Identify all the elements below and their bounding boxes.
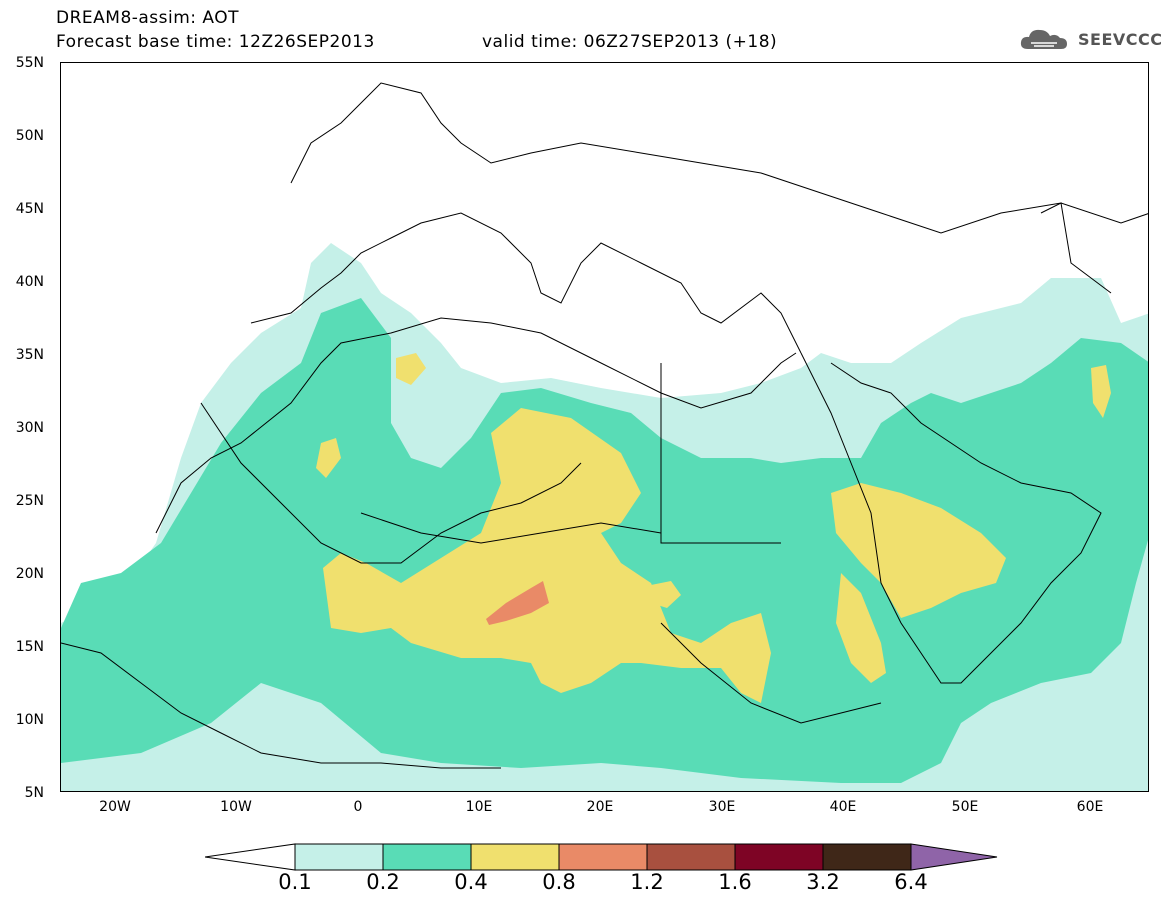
lon-label-30e: 30E [708, 799, 736, 815]
lat-label-40n: 40N [15, 274, 44, 290]
aot-contour-0.4-chad [651, 581, 681, 608]
lat-label-15n: 15N [15, 639, 44, 655]
aot-contour-0.4-redsea [836, 573, 886, 683]
lat-label-30n: 30N [15, 420, 44, 436]
colorbar-label-0.1: 0.1 [278, 870, 312, 894]
lon-label-20w: 20W [99, 799, 131, 815]
colorbar-under-arrow [205, 843, 296, 871]
colorbar-label-0.2: 0.2 [366, 870, 400, 894]
aot-contour-0.8 [486, 581, 549, 625]
logo-text: SEEVCCC [1078, 29, 1163, 49]
colorbar [205, 843, 998, 871]
lat-label-20n: 20N [15, 566, 44, 582]
colorbar-swatch-3 [470, 843, 560, 871]
valid-time: valid time: 06Z27SEP2013 (+18) [482, 32, 778, 52]
title-line-1: DREAM8-assim: AOT [56, 8, 240, 28]
lat-label-55n: 55N [15, 55, 44, 71]
forecast-base-time: Forecast base time: 12Z26SEP2013 [56, 32, 375, 52]
colorbar-swatch-2 [382, 843, 472, 871]
colorbar-over-arrow [910, 843, 998, 871]
colorbar-label-3.2: 3.2 [806, 870, 840, 894]
lat-label-5n: 5N [24, 785, 44, 801]
lat-label-50n: 50N [15, 128, 44, 144]
lon-label-10e: 10E [465, 799, 493, 815]
lat-label-10n: 10N [15, 712, 44, 728]
colorbar-label-0.4: 0.4 [454, 870, 488, 894]
aot-contour-0.4-central [323, 408, 771, 703]
seevccc-logo: SEEVCCC [1018, 24, 1163, 54]
aot-contour-0.4-mauritania [316, 438, 341, 478]
colorbar-swatch-4 [558, 843, 648, 871]
map-canvas [61, 82, 1148, 791]
lon-label-40e: 40E [829, 799, 857, 815]
colorbar-swatch-1 [294, 843, 384, 871]
lon-label-0: 0 [353, 799, 363, 815]
colorbar-swatch-5 [646, 843, 736, 871]
colorbar-label-1.6: 1.6 [718, 870, 752, 894]
lon-label-50e: 50E [951, 799, 979, 815]
colorbar-swatch-7 [822, 843, 912, 871]
lat-label-25n: 25N [15, 493, 44, 509]
lon-label-10w: 10W [220, 799, 252, 815]
aot-contour-0.4-arabia [831, 483, 1006, 618]
colorbar-swatch-6 [734, 843, 824, 871]
colorbar-label-0.8: 0.8 [542, 870, 576, 894]
lon-label-20e: 20E [586, 799, 614, 815]
colorbar-label-1.2: 1.2 [630, 870, 664, 894]
cloud-icon [1020, 29, 1067, 49]
aot-map [60, 62, 1149, 792]
aot-contour-0.4-iran [1091, 365, 1111, 418]
colorbar-label-6.4: 6.4 [894, 870, 928, 894]
aot-contour-0.4-atlas [396, 353, 426, 385]
lon-label-60e: 60E [1076, 799, 1104, 815]
lat-label-45n: 45N [15, 201, 44, 217]
lat-label-35n: 35N [15, 347, 44, 363]
